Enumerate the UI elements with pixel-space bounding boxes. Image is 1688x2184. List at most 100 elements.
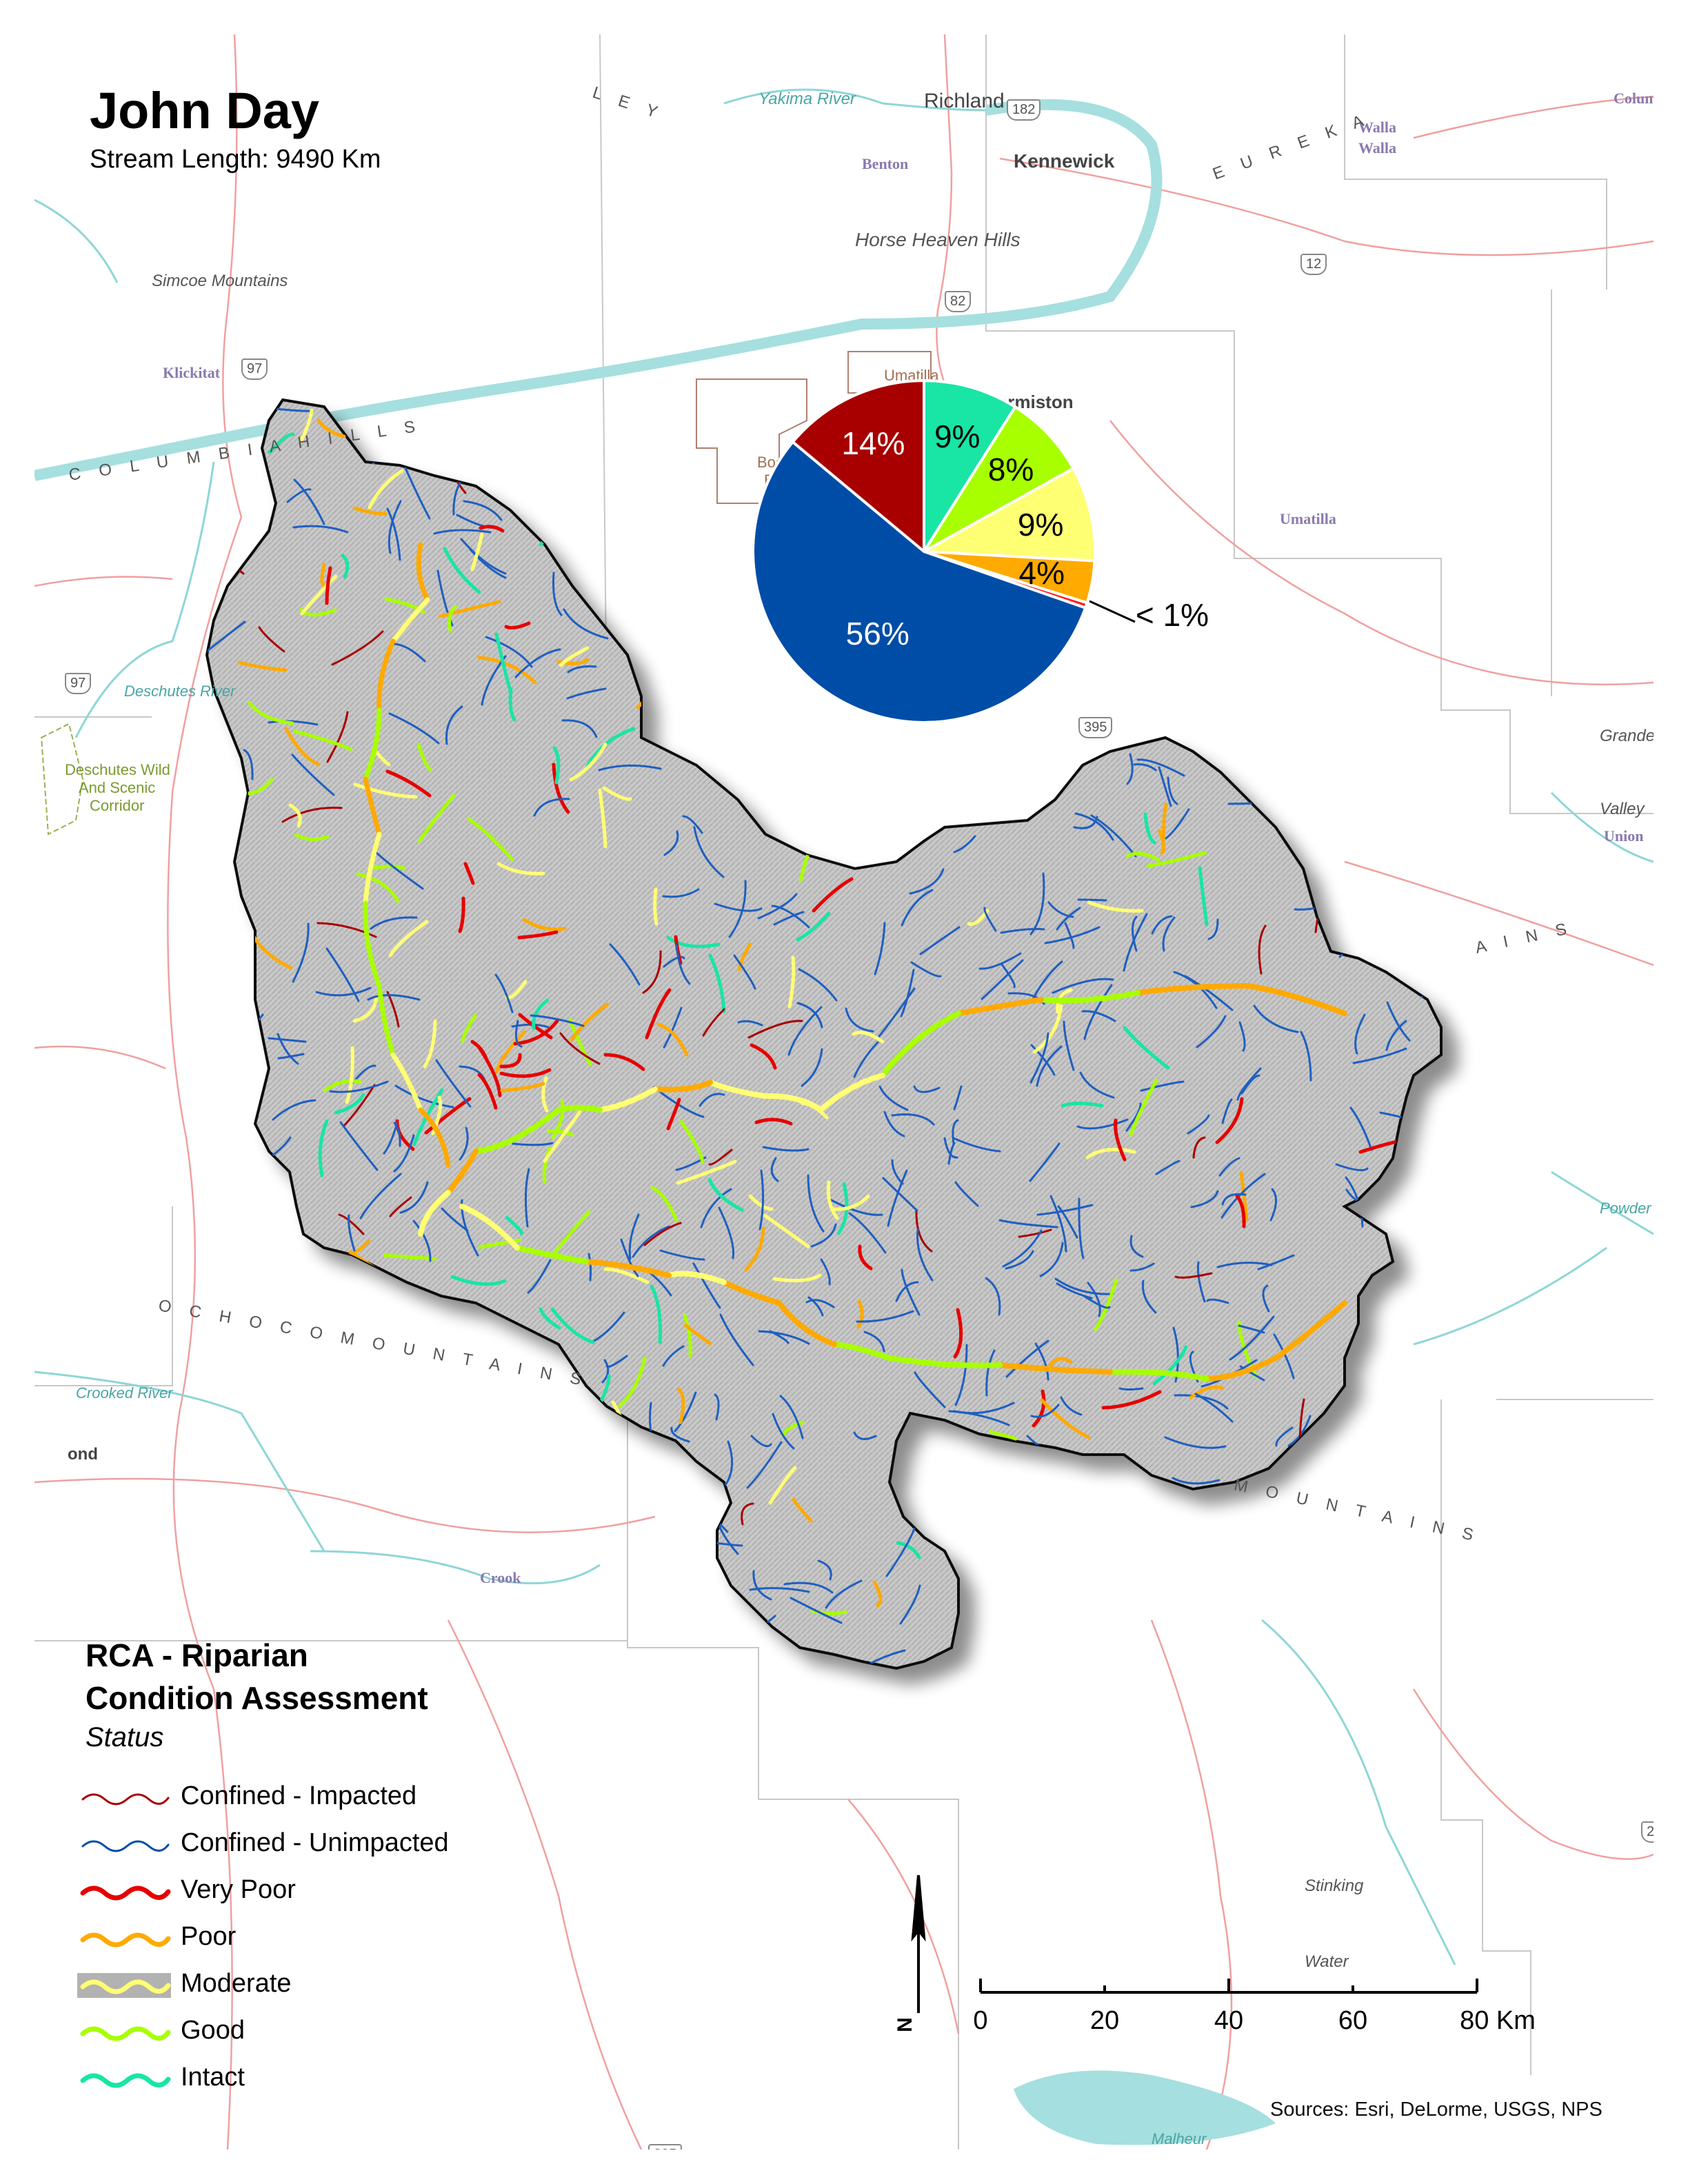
tributary-segment xyxy=(339,1121,379,1171)
tributary-segment xyxy=(1385,1020,1407,1051)
tributary-segment xyxy=(1162,916,1176,952)
scale-bar xyxy=(911,1874,1478,2013)
tributary-segment xyxy=(417,793,456,843)
tributary-segment xyxy=(316,922,377,938)
tributary-segment xyxy=(699,1093,725,1107)
tributary-segment xyxy=(1048,1357,1073,1367)
tributary-segment xyxy=(566,687,607,700)
tributary-segment xyxy=(293,729,353,751)
deschutes-corridor xyxy=(40,722,84,836)
tributary-segment xyxy=(901,889,934,927)
basemap-label: Walla xyxy=(1358,119,1397,136)
highway-shield: 395 xyxy=(648,2144,683,2150)
tributary-segment xyxy=(757,893,798,920)
tributary-segment xyxy=(1036,1045,1063,1087)
main-stem-segment xyxy=(1245,983,1347,1016)
tributary-segment xyxy=(763,1213,810,1248)
tributary-segment xyxy=(532,998,550,1031)
tributary-segment xyxy=(1114,1118,1127,1162)
tributary-segment xyxy=(683,1323,712,1346)
tributary-segment xyxy=(559,1032,601,1065)
tributary-segment xyxy=(810,1609,847,1615)
tributary-segment xyxy=(513,1019,559,1046)
tributary-segment xyxy=(517,930,559,940)
tributary-segment xyxy=(878,987,916,1038)
tributary-segment xyxy=(981,959,1024,1000)
basemap xyxy=(34,34,1654,2150)
tributary-segment xyxy=(1074,812,1114,841)
tributary-segment xyxy=(1030,1044,1056,1076)
main-stem-segment xyxy=(363,776,382,837)
legend-swatch xyxy=(81,1793,170,1806)
tributary-segment xyxy=(494,973,514,1013)
tributary-segment xyxy=(1073,816,1098,829)
tributary-segment xyxy=(315,987,372,997)
tributary-segment xyxy=(1190,1190,1219,1209)
main-stem-segment xyxy=(583,1259,672,1278)
tributary-segment xyxy=(499,1068,552,1078)
legend-item: Poor xyxy=(77,1918,491,1959)
tributary-segment xyxy=(831,1194,870,1211)
tributary-segment xyxy=(320,563,326,588)
tributary-segment xyxy=(1238,1324,1265,1334)
legend-swatch-line xyxy=(80,1932,171,1948)
rivers xyxy=(34,88,1654,1965)
tributary-segment xyxy=(1187,1114,1210,1135)
tributary-segment xyxy=(598,1374,611,1406)
basemap-label: Simcoe Mountains xyxy=(152,272,288,290)
basemap-label: Yakima River xyxy=(758,90,856,108)
tributary-segment xyxy=(1155,1160,1180,1175)
tributary-segment xyxy=(1056,1282,1093,1300)
tributary-segment xyxy=(504,621,531,630)
legend-title: RCA - Riparian Condition Assessment xyxy=(86,1634,428,1719)
tributary-segment xyxy=(546,1129,574,1137)
tributary-segment xyxy=(1143,812,1156,845)
tributary-segment xyxy=(563,608,609,640)
tributary-segment xyxy=(248,701,294,725)
tributary-segment xyxy=(948,1410,1010,1426)
tributary-segment xyxy=(338,1213,365,1235)
main-stem-segment xyxy=(832,1342,892,1361)
tributary-segment xyxy=(1057,1205,1078,1239)
basemap-label: Umatilla xyxy=(1280,510,1336,527)
tributary-segment xyxy=(399,1181,429,1214)
tributary-segment xyxy=(1044,926,1101,944)
tributary-segment xyxy=(539,1307,561,1330)
tributary-segment xyxy=(1081,1010,1116,1022)
tributary-segment xyxy=(478,1238,522,1249)
basemap-label: Powder River xyxy=(1600,1200,1654,1217)
tributary-segment xyxy=(500,1082,545,1093)
tributary-segment xyxy=(603,1267,650,1284)
tributary-segment xyxy=(676,1160,737,1185)
tributary-segment xyxy=(494,1030,527,1074)
tributary-segment xyxy=(798,968,838,1002)
tributary-segment xyxy=(863,1331,885,1353)
tributary-segment xyxy=(1029,1032,1049,1084)
basemap-label: Stinking xyxy=(1305,1877,1364,1895)
basemap-label: Richland xyxy=(924,90,1005,112)
pie-label: 14% xyxy=(841,425,905,461)
tributary-segment xyxy=(872,1580,883,1608)
tributary-segment xyxy=(1005,1250,1034,1270)
main-stem-segment xyxy=(763,1093,823,1113)
tributary-segment xyxy=(659,1249,705,1261)
tributary-segment xyxy=(628,1213,640,1260)
tributary-segment xyxy=(771,904,810,929)
basemap-label: Deschutes River xyxy=(124,682,236,700)
tributary-segment xyxy=(494,632,512,693)
basemap-label: And Scenic xyxy=(79,779,156,796)
tributary-segment xyxy=(1076,1118,1129,1130)
tributary-segment xyxy=(674,1391,697,1433)
legend-swatch-line xyxy=(81,1793,170,1806)
tributary-segment xyxy=(662,1345,685,1367)
tributary-segment xyxy=(1198,866,1209,927)
tributary-segment xyxy=(348,1214,356,1252)
tributary-segment xyxy=(404,467,431,520)
main-stem-segment xyxy=(363,831,382,906)
tributary-segment xyxy=(891,1159,904,1185)
tributary-segment xyxy=(602,786,632,801)
tributary-segment xyxy=(512,1142,554,1146)
pie-label: < 1% xyxy=(1135,597,1209,633)
tributary-segment xyxy=(1018,1228,1052,1238)
